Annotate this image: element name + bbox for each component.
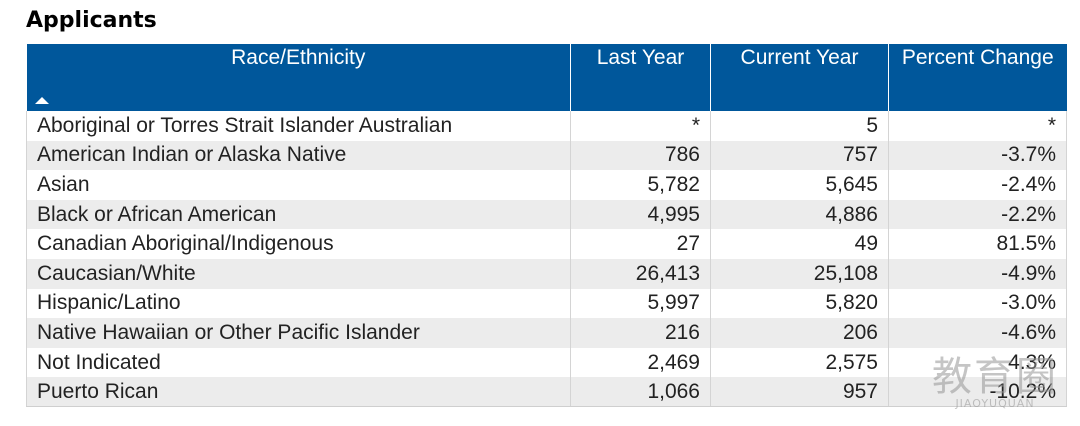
table-row: Black or African American 4,995 4,886 -2… [26, 199, 1067, 230]
last-year-cell: 1,066 [570, 377, 711, 408]
table-row: Caucasian/White 26,413 25,108 -4.9% [26, 258, 1067, 289]
current-year-cell: 25,108 [710, 258, 889, 289]
column-header-label: Current Year [740, 46, 859, 69]
current-year-cell: 957 [710, 377, 889, 408]
last-year-cell: 5,782 [570, 170, 711, 200]
race-cell: Black or African American [26, 199, 571, 230]
column-header-last-year[interactable]: Last Year [570, 44, 711, 111]
race-cell: Asian [26, 170, 571, 200]
last-year-cell: 216 [570, 318, 711, 348]
race-cell: Not Indicated [26, 347, 571, 378]
percent-change-cell: -3.0% [888, 288, 1067, 319]
current-year-cell: 2,575 [710, 347, 889, 378]
table-row: Not Indicated 2,469 2,575 4.3% [26, 347, 1067, 378]
last-year-cell: 786 [570, 140, 711, 171]
column-header-race[interactable]: Race/Ethnicity [26, 44, 571, 111]
column-header-percent-change[interactable]: Percent Change [888, 44, 1067, 111]
percent-change-cell: 4.3% [888, 347, 1067, 378]
percent-change-cell: 81.5% [888, 229, 1067, 259]
race-cell: Puerto Rican [26, 377, 571, 408]
table-row: Aboriginal or Torres Strait Islander Aus… [26, 111, 1067, 141]
percent-change-cell: -4.6% [888, 318, 1067, 348]
current-year-cell: 49 [710, 229, 889, 259]
percent-change-cell: -2.2% [888, 199, 1067, 230]
sort-ascending-icon[interactable] [34, 97, 49, 104]
table-row: Puerto Rican 1,066 957 -10.2% [26, 377, 1067, 408]
last-year-cell: 4,995 [570, 199, 711, 230]
race-cell: Hispanic/Latino [26, 288, 571, 319]
table-row: Native Hawaiian or Other Pacific Islande… [26, 318, 1067, 348]
column-header-label: Last Year [596, 46, 685, 69]
current-year-cell: 5 [710, 111, 889, 141]
race-cell: American Indian or Alaska Native [26, 140, 571, 171]
last-year-cell: 5,997 [570, 288, 711, 319]
current-year-cell: 4,886 [710, 199, 889, 230]
race-cell: Aboriginal or Torres Strait Islander Aus… [26, 111, 571, 141]
percent-change-cell: -3.7% [888, 140, 1067, 171]
percent-change-cell: -10.2% [888, 377, 1067, 408]
table-row: Asian 5,782 5,645 -2.4% [26, 170, 1067, 200]
page-title: Applicants [26, 8, 157, 33]
percent-change-cell: -2.4% [888, 170, 1067, 200]
percent-change-cell: * [888, 111, 1067, 141]
column-header-current-year[interactable]: Current Year [710, 44, 889, 111]
current-year-cell: 5,645 [710, 170, 889, 200]
race-cell: Caucasian/White [26, 258, 571, 289]
column-header-label: Race/Ethnicity [231, 46, 366, 69]
column-header-label: Percent Change [901, 46, 1054, 69]
current-year-cell: 757 [710, 140, 889, 171]
current-year-cell: 5,820 [710, 288, 889, 319]
table-header-row: Race/Ethnicity Last Year Current Year Pe… [26, 44, 1067, 111]
last-year-cell: 2,469 [570, 347, 711, 378]
race-cell: Native Hawaiian or Other Pacific Islande… [26, 318, 571, 348]
applicants-table: Race/Ethnicity Last Year Current Year Pe… [26, 44, 1067, 408]
last-year-cell: 27 [570, 229, 711, 259]
current-year-cell: 206 [710, 318, 889, 348]
last-year-cell: * [570, 111, 711, 141]
table-row: Canadian Aboriginal/Indigenous 27 49 81.… [26, 229, 1067, 259]
table-row: American Indian or Alaska Native 786 757… [26, 140, 1067, 171]
table-row: Hispanic/Latino 5,997 5,820 -3.0% [26, 288, 1067, 319]
race-cell: Canadian Aboriginal/Indigenous [26, 229, 571, 259]
last-year-cell: 26,413 [570, 258, 711, 289]
percent-change-cell: -4.9% [888, 258, 1067, 289]
